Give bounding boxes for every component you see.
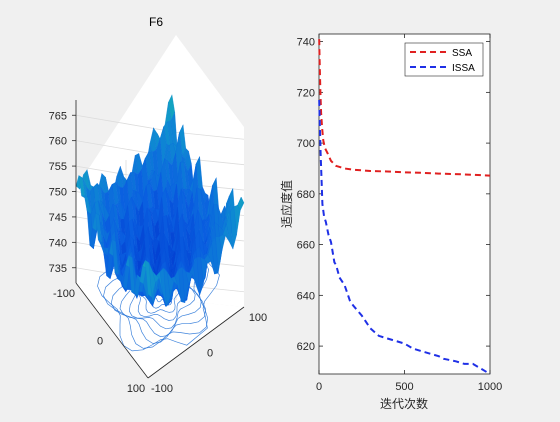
y-tick-label: 740 [297, 37, 315, 49]
x-tick-label: -100 [151, 383, 173, 395]
y-tick-label: 100 [127, 383, 145, 395]
y-axis-label: 适应度值 [279, 180, 294, 228]
z-tick-label: 735 [49, 263, 67, 275]
x-tick-label: 1000 [478, 381, 502, 393]
z-tick-label: 740 [49, 237, 67, 249]
x-axis-label: 迭代次数 [380, 396, 428, 411]
z-tick-label: 745 [49, 212, 67, 224]
x-tick-label: 500 [395, 381, 413, 393]
surface-title: F6 [149, 15, 163, 29]
y-tick-label: 640 [297, 290, 315, 302]
z-tick-label: 750 [49, 187, 67, 199]
legend: SSA ISSA [404, 42, 484, 77]
y-tick-label: -100 [53, 288, 75, 300]
y-tick-label: 680 [297, 189, 315, 201]
surface-mesh [75, 94, 245, 307]
y-tick-label: 0 [97, 336, 103, 348]
y-tick-label: 720 [297, 87, 315, 99]
series-lines [318, 39, 491, 375]
z-axis-ticks: 735 740 745 750 755 760 765 [49, 110, 76, 275]
x-tick-label: 0 [207, 348, 213, 360]
y-tick-label: 700 [297, 138, 315, 150]
series-line-ssa [318, 39, 491, 177]
y-axis-ticks: -100 0 100 [53, 288, 145, 395]
y-tick-label: 620 [297, 341, 315, 353]
wall-gridline [75, 114, 177, 133]
wall-gridline [175, 131, 245, 140]
x-tick-label: 0 [316, 381, 322, 393]
surface-patch [145, 260, 152, 298]
x-tick-label: 100 [249, 312, 267, 324]
legend-label-ssa: SSA [452, 48, 472, 59]
z-tick-label: 755 [49, 161, 67, 173]
z-tick-label: 760 [49, 136, 67, 148]
plot-area [318, 33, 491, 375]
x-axis-ticks: -100 0 100 [151, 312, 267, 395]
floor-plane [76, 283, 244, 378]
z-tick-label: 765 [49, 110, 67, 122]
legend-box [404, 42, 484, 77]
y-tick-label: 660 [297, 240, 315, 252]
y-axis-ticks: 620 640 660 680 700 720 740 [297, 37, 490, 353]
x-axis-ticks: 0 500 1000 [316, 34, 502, 393]
convergence-subplot: 620 640 660 680 700 720 740 0 500 1000 迭代次数 适应度值… [279, 33, 502, 411]
legend-label-issa: ISSA [452, 63, 475, 74]
surface-subplot: F6 735 740 745 750 755 760 765 -100 0 100 -100 0 1… [49, 15, 268, 395]
series-line-issa [318, 99, 491, 375]
